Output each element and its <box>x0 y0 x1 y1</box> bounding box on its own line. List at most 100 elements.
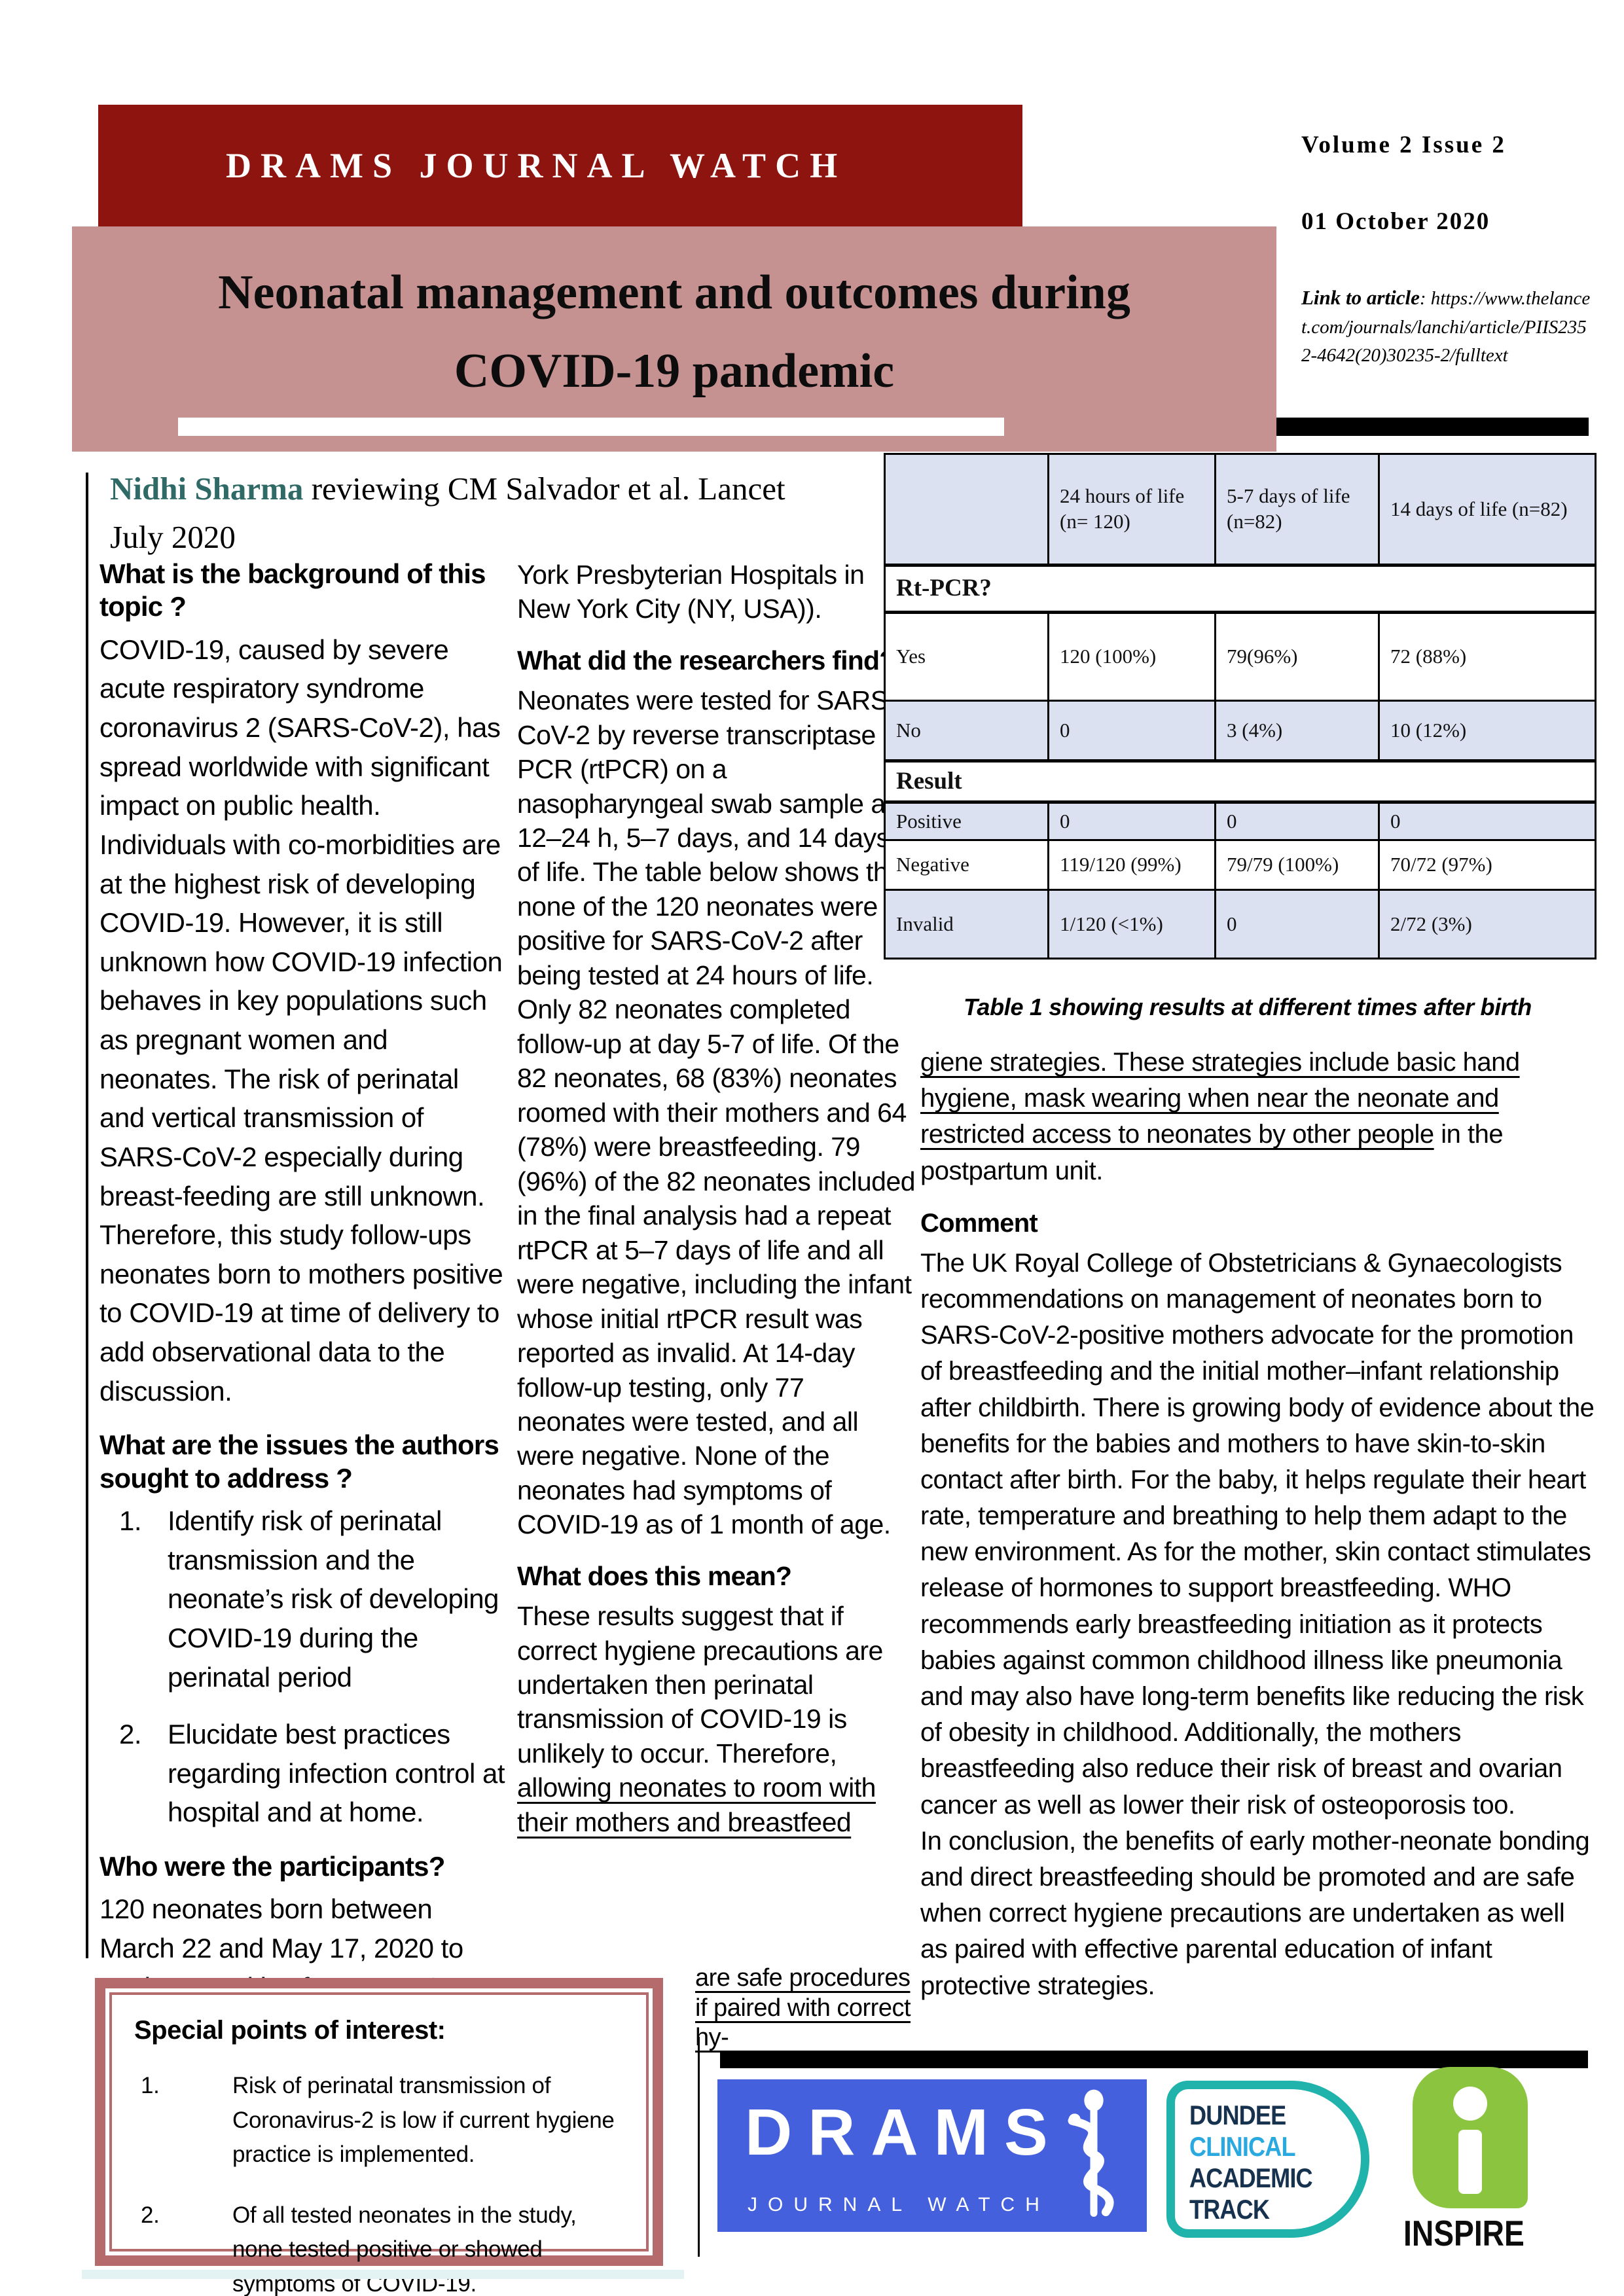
special-point-number: 2. <box>141 2202 160 2228</box>
masthead-banner: DRAMS JOURNAL WATCH <box>98 105 1022 226</box>
inspire-i-stem <box>1458 2130 1482 2194</box>
special-points-inner: Special points of interest: 1. Risk of p… <box>109 1992 649 2296</box>
dundee-logo-line: DUNDEE <box>1189 2100 1286 2130</box>
issues-list: 1. Identify risk of perinatal transmissi… <box>99 1501 508 1832</box>
issue-info: Volume 2 Issue 2 01 October 2020 Link to… <box>1301 131 1593 370</box>
header-divider-bar <box>1276 418 1589 436</box>
section-label: Rt-PCR? <box>884 564 1597 614</box>
title-band <box>72 226 1276 452</box>
inspire-i-dot <box>1453 2087 1487 2121</box>
byline-rest: reviewing CM Salvador et al. Lancet <box>303 471 785 507</box>
table-header-row: 24 hours of life (n= 120) 5-7 days of li… <box>884 453 1597 566</box>
cell: 79/79 (100%) <box>1214 839 1380 891</box>
table-row-yes: Yes 120 (100%) 79(96%) 72 (88%) <box>884 611 1597 702</box>
cell: 3 (4%) <box>1214 700 1380 762</box>
article-title: Neonatal management and outcomes during … <box>98 254 1250 411</box>
footer-black-bar <box>720 2051 1588 2068</box>
bottom-accent-strip <box>82 2270 684 2279</box>
table-row-no: No 0 3 (4%) 10 (12%) <box>884 700 1597 762</box>
drams-logo-name: DRAMS <box>745 2096 1064 2169</box>
reviewer-name: Nidhi Sharma <box>110 471 304 507</box>
col-header-24h: 24 hours of life (n= 120) <box>1047 453 1216 566</box>
special-point-item: 2. Of all tested neonates in the study, … <box>134 2198 624 2296</box>
inspire-logo: INSPIRE <box>1402 2067 1593 2253</box>
special-points-heading: Special points of interest: <box>134 2016 446 2045</box>
journal-name: DRAMS JOURNAL WATCH <box>226 146 847 185</box>
article-link-block: Link to article: https://www.thelancet.c… <box>1301 283 1593 370</box>
table-caption: Table 1 showing results at different tim… <box>964 994 1532 1020</box>
heading-participants: Who were the participants? <box>99 1851 445 1882</box>
paragraph-conclusion: In conclusion, the benefits of early mot… <box>920 1826 1590 2000</box>
cell: 10 (12%) <box>1378 700 1597 762</box>
cell: 70/72 (97%) <box>1378 839 1597 891</box>
paragraph-comment: The UK Royal College of Obstetricians & … <box>920 1248 1595 1820</box>
byline: Nidhi Sharma reviewing CM Salvador et al… <box>110 465 882 561</box>
paragraph-participants-cont: York Presbyterian Hospitals in New York … <box>517 560 865 624</box>
dundee-logo-line: TRACK <box>1189 2193 1270 2225</box>
article-title-line2: COVID-19 pandemic <box>454 344 895 398</box>
heading-background: What is the background of this topic ? <box>99 558 486 622</box>
paragraph-meaning: These results suggest that if correct hy… <box>517 1599 918 1839</box>
dundee-cat-logo: DUNDEE CLINICAL ACADEMIC TRACK <box>1166 2081 1369 2238</box>
article-title-line1: Neonatal management and outcomes during <box>218 266 1130 319</box>
cell: 0 <box>1378 801 1597 842</box>
cell: 120 (100%) <box>1047 611 1216 702</box>
inspire-logo-label: INSPIRE <box>1403 2213 1525 2253</box>
left-margin-rule <box>86 473 88 1958</box>
table-row-negative: Negative 119/120 (99%) 79/79 (100%) 70/7… <box>884 839 1597 891</box>
cell: 0 <box>1047 700 1216 762</box>
caduceus-icon <box>1068 2089 1114 2217</box>
paragraph-strategies: giene strategies. These strategies inclu… <box>920 1045 1595 1189</box>
table-row-positive: Positive 0 0 0 <box>884 801 1597 842</box>
cell: 1/120 (<1%) <box>1047 889 1216 960</box>
title-underline-strip <box>178 418 1004 436</box>
drams-logo-subtitle: JOURNAL WATCH <box>748 2194 1050 2215</box>
article-link[interactable]: https://www.thelancet.com/journals/lanch… <box>1301 288 1591 366</box>
results-table: 24 hours of life (n= 120) 5-7 days of li… <box>884 453 1597 960</box>
cell: 79(96%) <box>1214 611 1380 702</box>
col-header-5-7d: 5-7 days of life (n=82) <box>1214 453 1380 566</box>
cell: 0 <box>1214 801 1380 842</box>
column-left: What is the background of this topic ? C… <box>99 558 508 2046</box>
strategies-underlined: giene strategies. These strategies inclu… <box>920 1048 1520 1149</box>
dundee-logo-line: ACADEMIC <box>1189 2162 1313 2193</box>
row-label: Invalid <box>884 889 1049 960</box>
row-label: Negative <box>884 839 1049 891</box>
table-row-invalid: Invalid 1/120 (<1%) 0 2/72 (3%) <box>884 889 1597 960</box>
special-point-item: 1. Risk of perinatal transmission of Cor… <box>134 2069 624 2172</box>
drams-logo: DRAMS JOURNAL WATCH <box>717 2079 1147 2232</box>
row-label: Yes <box>884 611 1049 702</box>
heading-findings: What did the researchers find? <box>517 645 895 675</box>
section-row-rtpcr: Rt-PCR? <box>884 564 1597 614</box>
row-label: No <box>884 700 1049 762</box>
cell: 119/120 (99%) <box>1047 839 1216 891</box>
list-item-text: Elucidate best practices regarding infec… <box>168 1719 505 1828</box>
cell: 2/72 (3%) <box>1378 889 1597 960</box>
cell: 0 <box>1047 801 1216 842</box>
inspire-bubble-icon <box>1413 2067 1528 2208</box>
paragraph-background: COVID-19, caused by severe acute respira… <box>99 634 503 1407</box>
paragraph-meaning-tail: are safe procedures if paired with corre… <box>695 1964 911 2052</box>
list-item-number: 1. <box>119 1505 142 1537</box>
column-middle: York Presbyterian Hospitals in New York … <box>517 558 918 1839</box>
footer-divider-rule <box>698 2037 700 2257</box>
list-item: 2. Elucidate best practices regarding in… <box>99 1715 508 1832</box>
section-label: Result <box>884 759 1597 804</box>
issue-date: 01 October 2020 <box>1301 208 1490 235</box>
cell: 72 (88%) <box>1378 611 1597 702</box>
link-label: Link to article <box>1301 286 1420 309</box>
col-header-14d: 14 days of life (n=82) <box>1378 453 1597 566</box>
byline-line2: July 2020 <box>110 518 236 555</box>
special-points-box: Special points of interest: 1. Risk of p… <box>95 1978 663 2296</box>
dundee-logo-line: CLINICAL <box>1189 2130 1296 2162</box>
list-item-text: Identify risk of perinatal transmission … <box>168 1505 499 1693</box>
cell: 0 <box>1214 889 1380 960</box>
col-header-empty <box>884 453 1049 566</box>
special-point-text: Risk of perinatal transmission of Corona… <box>232 2073 615 2167</box>
strategies-plain: in the postpartum unit. <box>920 1120 1504 1185</box>
meaning-plain: These results suggest that if correct hy… <box>517 1601 883 1768</box>
heading-meaning: What does this mean? <box>517 1560 792 1591</box>
volume-issue: Volume 2 Issue 2 <box>1301 132 1506 158</box>
link-separator: : <box>1419 288 1431 309</box>
